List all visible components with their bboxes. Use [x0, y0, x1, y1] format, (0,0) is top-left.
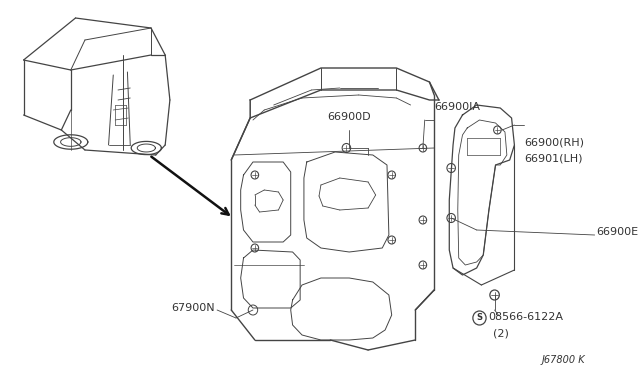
Text: S: S — [477, 314, 483, 323]
Text: 67900N: 67900N — [172, 303, 215, 313]
Text: 08566-6122A: 08566-6122A — [488, 312, 563, 322]
Text: 66900(RH): 66900(RH) — [524, 137, 584, 147]
Text: 66900E: 66900E — [596, 227, 639, 237]
Text: 66900IA: 66900IA — [434, 102, 480, 112]
Text: J67800 K: J67800 K — [541, 355, 585, 365]
Text: 66900D: 66900D — [328, 112, 371, 122]
Text: (2): (2) — [493, 328, 509, 338]
Text: 66901(LH): 66901(LH) — [524, 153, 582, 163]
